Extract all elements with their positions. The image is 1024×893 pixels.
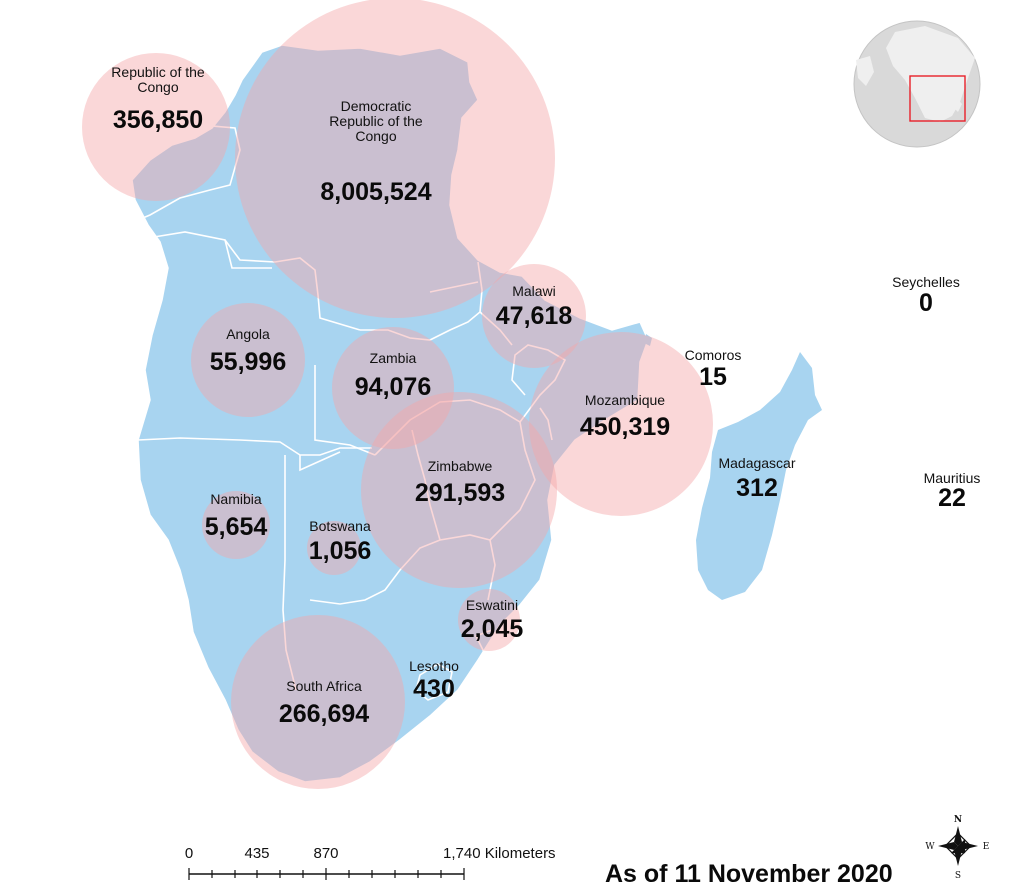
scale-label-0: 0 [185, 845, 193, 862]
scale-label-870: 870 [313, 845, 338, 862]
country-name-republic-of-the-congo: Republic of the [111, 64, 205, 80]
compass-rose-icon: N S E W [925, 815, 989, 881]
country-borders [137, 124, 567, 701]
locator-box [909, 75, 966, 122]
circle-namibia [202, 491, 270, 559]
country-name-eswatini: Eswatini [466, 597, 518, 613]
label-zimbabwe: Zimbabwe 291,593 [415, 458, 505, 507]
label-malawi: Malawi 47,618 [496, 283, 573, 330]
label-mozambique: Mozambique 450,319 [580, 392, 670, 441]
country-name-republic-of-the-congo: Congo [137, 79, 178, 95]
country-value-mozambique: 450,319 [580, 413, 670, 441]
country-value-madagascar: 312 [736, 474, 778, 502]
country-name-mozambique: Mozambique [585, 392, 665, 408]
circle-drc [235, 0, 555, 318]
country-value-south-africa: 266,694 [279, 700, 369, 728]
circle-zambia [332, 327, 454, 449]
country-name-namibia: Namibia [210, 491, 262, 507]
country-name-seychelles: Seychelles [892, 274, 960, 290]
madagascar-shape [696, 352, 822, 600]
locator-globe [853, 20, 981, 148]
country-value-lesotho: 430 [413, 675, 455, 703]
country-name-zambia: Zambia [370, 350, 417, 366]
country-name-drc: Democratic [341, 98, 412, 114]
circle-zimbabwe [361, 392, 557, 588]
country-name-madagascar: Madagascar [718, 455, 795, 471]
label-zambia: Zambia 94,076 [355, 350, 431, 401]
country-value-republic-of-the-congo: 356,850 [113, 106, 203, 134]
label-eswatini: Eswatini 2,045 [461, 597, 524, 643]
country-name-south-africa: South Africa [286, 678, 362, 694]
country-name-zimbabwe: Zimbabwe [428, 458, 493, 474]
label-angola: Angola 55,996 [210, 326, 286, 376]
compass-north: N [954, 815, 962, 825]
label-madagascar: Madagascar 312 [718, 455, 795, 502]
country-name-lesotho: Lesotho [409, 658, 459, 674]
country-name-mauritius: Mauritius [924, 470, 981, 486]
country-name-comoros: Comoros [685, 347, 742, 363]
country-value-comoros: 15 [699, 363, 727, 391]
country-name-botswana: Botswana [309, 518, 371, 534]
zanzibar-shape [644, 334, 652, 346]
proportional-circles [82, 0, 713, 789]
land-masses [131, 44, 822, 783]
country-value-zambia: 94,076 [355, 373, 431, 401]
circle-botswana [307, 521, 361, 575]
circle-eswatini [458, 589, 520, 651]
label-botswana: Botswana 1,056 [309, 518, 372, 565]
country-value-angola: 55,996 [210, 348, 286, 376]
circle-angola [191, 303, 305, 417]
compass-west: W [925, 842, 935, 852]
circle-south-africa [231, 615, 405, 789]
scale-bar: 0 435 870 1,740 Kilometers [185, 845, 556, 880]
scale-label-435: 435 [244, 845, 269, 862]
compass-east: E [983, 842, 990, 852]
mainland-africa-shape [131, 44, 649, 783]
compass-south: S [955, 871, 961, 881]
country-value-eswatini: 2,045 [461, 615, 524, 643]
country-value-namibia: 5,654 [205, 513, 268, 541]
label-namibia: Namibia 5,654 [205, 491, 268, 541]
country-value-drc: 8,005,524 [320, 178, 431, 206]
country-value-malawi: 47,618 [496, 302, 573, 330]
circle-mozambique [529, 332, 713, 516]
country-name-malawi: Malawi [512, 283, 556, 299]
circle-malawi [482, 264, 586, 368]
date-caption: As of 11 November 2020 [605, 860, 893, 888]
country-value-mauritius: 22 [938, 484, 966, 512]
country-name-drc: Republic of the [329, 113, 423, 129]
country-value-botswana: 1,056 [309, 537, 372, 565]
country-value-seychelles: 0 [919, 289, 933, 317]
label-south-africa: South Africa 266,694 [279, 678, 369, 728]
country-name-drc: Congo [355, 128, 396, 144]
scale-label-1740: 1,740 Kilometers [443, 845, 556, 862]
globe-landmass-shape [886, 26, 975, 122]
country-name-angola: Angola [226, 326, 270, 342]
country-value-zimbabwe: 291,593 [415, 479, 505, 507]
circle-republic-of-the-congo [82, 53, 230, 201]
